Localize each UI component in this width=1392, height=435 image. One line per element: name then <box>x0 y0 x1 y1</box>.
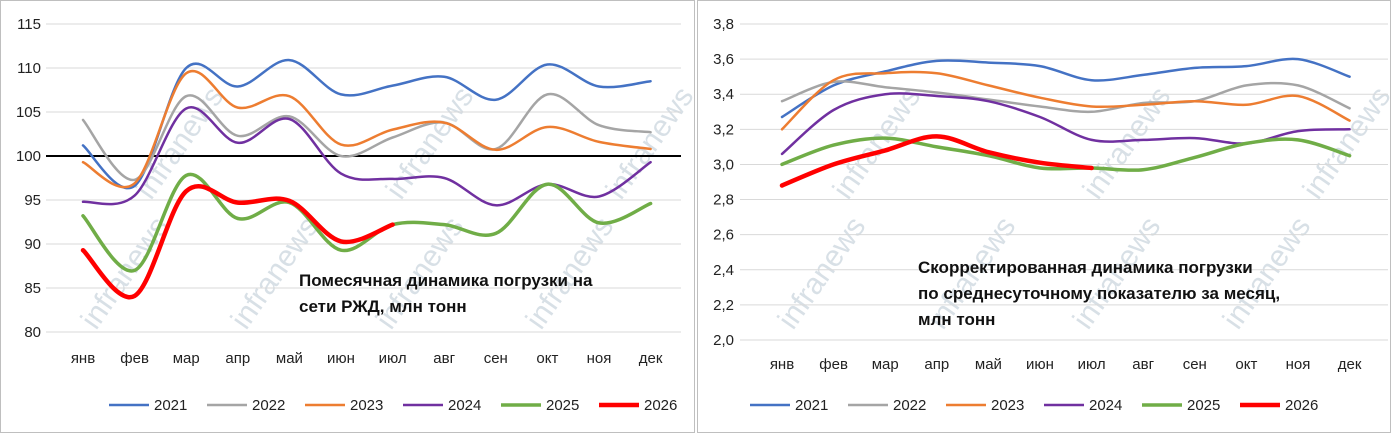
legend-label-2025: 2025 <box>546 397 579 414</box>
x-tick-label: янв <box>71 350 95 367</box>
y-tick-label: 80 <box>24 324 41 341</box>
y-tick-label: 105 <box>16 104 41 121</box>
series-line-2026 <box>779 134 1094 188</box>
series-points-2023 <box>82 73 651 184</box>
x-tick-label: май <box>975 356 1002 373</box>
x-tick-label: мар <box>173 350 200 367</box>
series-points-2025 <box>781 138 1350 170</box>
y-tick-label: 110 <box>17 60 41 77</box>
series-points-2026 <box>82 191 393 297</box>
y-tick-label: 3,0 <box>713 156 734 173</box>
watermark-text: infranews <box>600 81 696 205</box>
x-tick-label: ноя <box>587 350 612 367</box>
y-tick-label: 3,6 <box>713 51 734 68</box>
legend-label-2023: 2023 <box>350 397 383 414</box>
chart-panel-monthly-loading: infranews infranews infranews infranews infr… <box>0 0 696 433</box>
series-line-2021 <box>780 57 1351 119</box>
chart-annotation-line: по среднесуточному показателю за месяц, <box>918 284 1280 303</box>
chart-monthly-loading: infranews infranews infranews infranewsinfr… <box>16 16 696 414</box>
series-line-2025 <box>780 136 1352 172</box>
x-tick-label: окт <box>1235 356 1257 373</box>
y-tick-label: 90 <box>24 236 41 253</box>
x-tick-label: июл <box>1078 356 1106 373</box>
y-tick-label: 2,4 <box>713 262 734 279</box>
series-points-2021 <box>781 59 1350 118</box>
legend-label-2023: 2023 <box>991 397 1024 414</box>
x-tick-label: апр <box>225 350 250 367</box>
series-points-2026 <box>781 136 1092 186</box>
y-tick-label: 2,2 <box>713 297 734 314</box>
chart-annotation-line: Скорректированная динамика погрузки <box>918 258 1253 277</box>
x-tick-label: дек <box>639 350 663 367</box>
x-tick-label: июн <box>327 350 355 367</box>
legend-label-2021: 2021 <box>154 397 187 414</box>
legend-label-2024: 2024 <box>448 397 481 414</box>
series-line-2022 <box>780 80 1351 114</box>
legend-label-2026: 2026 <box>644 397 677 414</box>
y-tick-label: 95 <box>24 192 41 209</box>
x-tick-label: авг <box>433 350 455 367</box>
x-tick-label: авг <box>1132 356 1154 373</box>
watermark-text: infranews <box>1077 81 1178 205</box>
legend-label-2025: 2025 <box>1187 397 1220 414</box>
y-tick-label: 85 <box>24 280 41 297</box>
series-line-2023 <box>780 70 1351 131</box>
y-tick-label: 3,8 <box>713 16 734 33</box>
x-tick-label: дек <box>1338 356 1362 373</box>
legend-label-2021: 2021 <box>795 397 828 414</box>
x-tick-label: сен <box>1183 356 1207 373</box>
watermark-text: infranews <box>380 81 481 205</box>
chart-annotation-line: млн тонн <box>918 310 995 329</box>
legend-label-2022: 2022 <box>252 397 285 414</box>
x-tick-label: фев <box>120 350 149 367</box>
x-tick-label: фев <box>819 356 848 373</box>
x-tick-label: апр <box>924 356 949 373</box>
y-tick-label: 2,6 <box>713 227 734 244</box>
y-tick-label: 100 <box>16 148 41 165</box>
x-tick-label: ноя <box>1286 356 1311 373</box>
x-tick-label: июн <box>1026 356 1054 373</box>
watermark-text: infranews <box>75 211 176 335</box>
series-points-2023 <box>781 73 1350 130</box>
x-tick-label: май <box>276 350 303 367</box>
legend-label-2026: 2026 <box>1285 397 1318 414</box>
series-points-2021 <box>82 59 651 187</box>
x-tick-label: окт <box>536 350 558 367</box>
y-tick-label: 2,8 <box>713 192 734 209</box>
chart-panel-daily-average-loading: infranews infranews infranews infranews infr… <box>697 0 1392 433</box>
y-tick-label: 3,4 <box>713 86 734 103</box>
x-tick-label: мар <box>872 356 899 373</box>
y-tick-label: 115 <box>17 16 41 33</box>
chart-annotation-line: сети РЖД, млн тонн <box>299 297 467 316</box>
x-tick-label: янв <box>770 356 794 373</box>
watermark-text: infranews <box>772 211 873 335</box>
legend: 2021 2022 2023 2024 2025 2026 <box>109 397 677 414</box>
x-tick-label: июл <box>379 350 407 367</box>
legend-label-2024: 2024 <box>1089 397 1122 414</box>
chart-daily-average-loading: infranews infranews infranews infranewsinfr… <box>713 16 1392 414</box>
legend: 2021 2022 2023 2024 2025 2026 <box>750 397 1318 414</box>
chart-annotation-line: Помесячная динамика погрузки на <box>299 271 593 290</box>
x-tick-label: сен <box>484 350 508 367</box>
legend-label-2022: 2022 <box>893 397 926 414</box>
y-tick-label: 3,2 <box>713 121 734 138</box>
y-tick-label: 2,0 <box>713 332 734 349</box>
